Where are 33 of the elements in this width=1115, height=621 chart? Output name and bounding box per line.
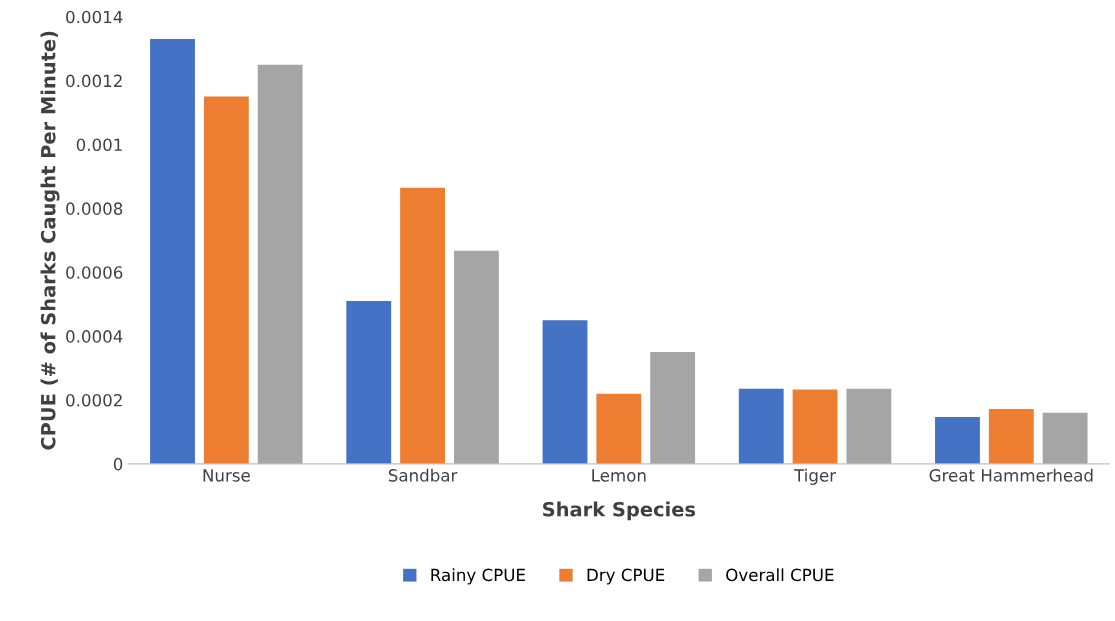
bar: [596, 393, 642, 464]
x-tick-label: Tiger: [794, 468, 837, 485]
legend-label: Rainy CPUE: [431, 568, 525, 585]
legend-label: Overall CPUE: [726, 568, 834, 582]
legend-label: Dry CPUE: [587, 568, 665, 585]
bar: [542, 320, 588, 464]
bar: [988, 408, 1034, 464]
y-axis-title: CPUE (# of Sharks Caught Per Minute): [40, 31, 60, 450]
bar: [203, 96, 249, 464]
x-tick-label: Sandbar: [388, 468, 458, 482]
x-tick-label: Nurse: [203, 469, 250, 482]
bar: [846, 388, 892, 464]
bar: [150, 39, 195, 464]
x-tick-label: Great Hammerhead: [929, 468, 1093, 482]
bar: [346, 301, 392, 464]
bar: [935, 416, 980, 464]
bar: [650, 352, 696, 464]
bar: [453, 250, 499, 464]
y-tick-label: 0: [113, 457, 123, 471]
bar: [792, 389, 838, 464]
x-tick-label: Lemon: [592, 469, 646, 482]
y-tick-label: 0.0004: [66, 330, 123, 343]
x-axis-title: Shark Species: [543, 501, 696, 521]
bar: [400, 187, 446, 464]
y-tick-label: 0.0014: [66, 10, 123, 24]
bar: [738, 388, 784, 464]
y-tick-label: 0.0002: [66, 393, 122, 407]
bar: [257, 64, 303, 464]
y-tick-label: 0.0006: [66, 266, 123, 279]
bar: [1042, 412, 1088, 464]
y-tick-label: 0.0008: [66, 202, 123, 215]
y-tick-label: 0.0012: [66, 74, 122, 88]
y-tick-label: 0.001: [76, 138, 122, 152]
